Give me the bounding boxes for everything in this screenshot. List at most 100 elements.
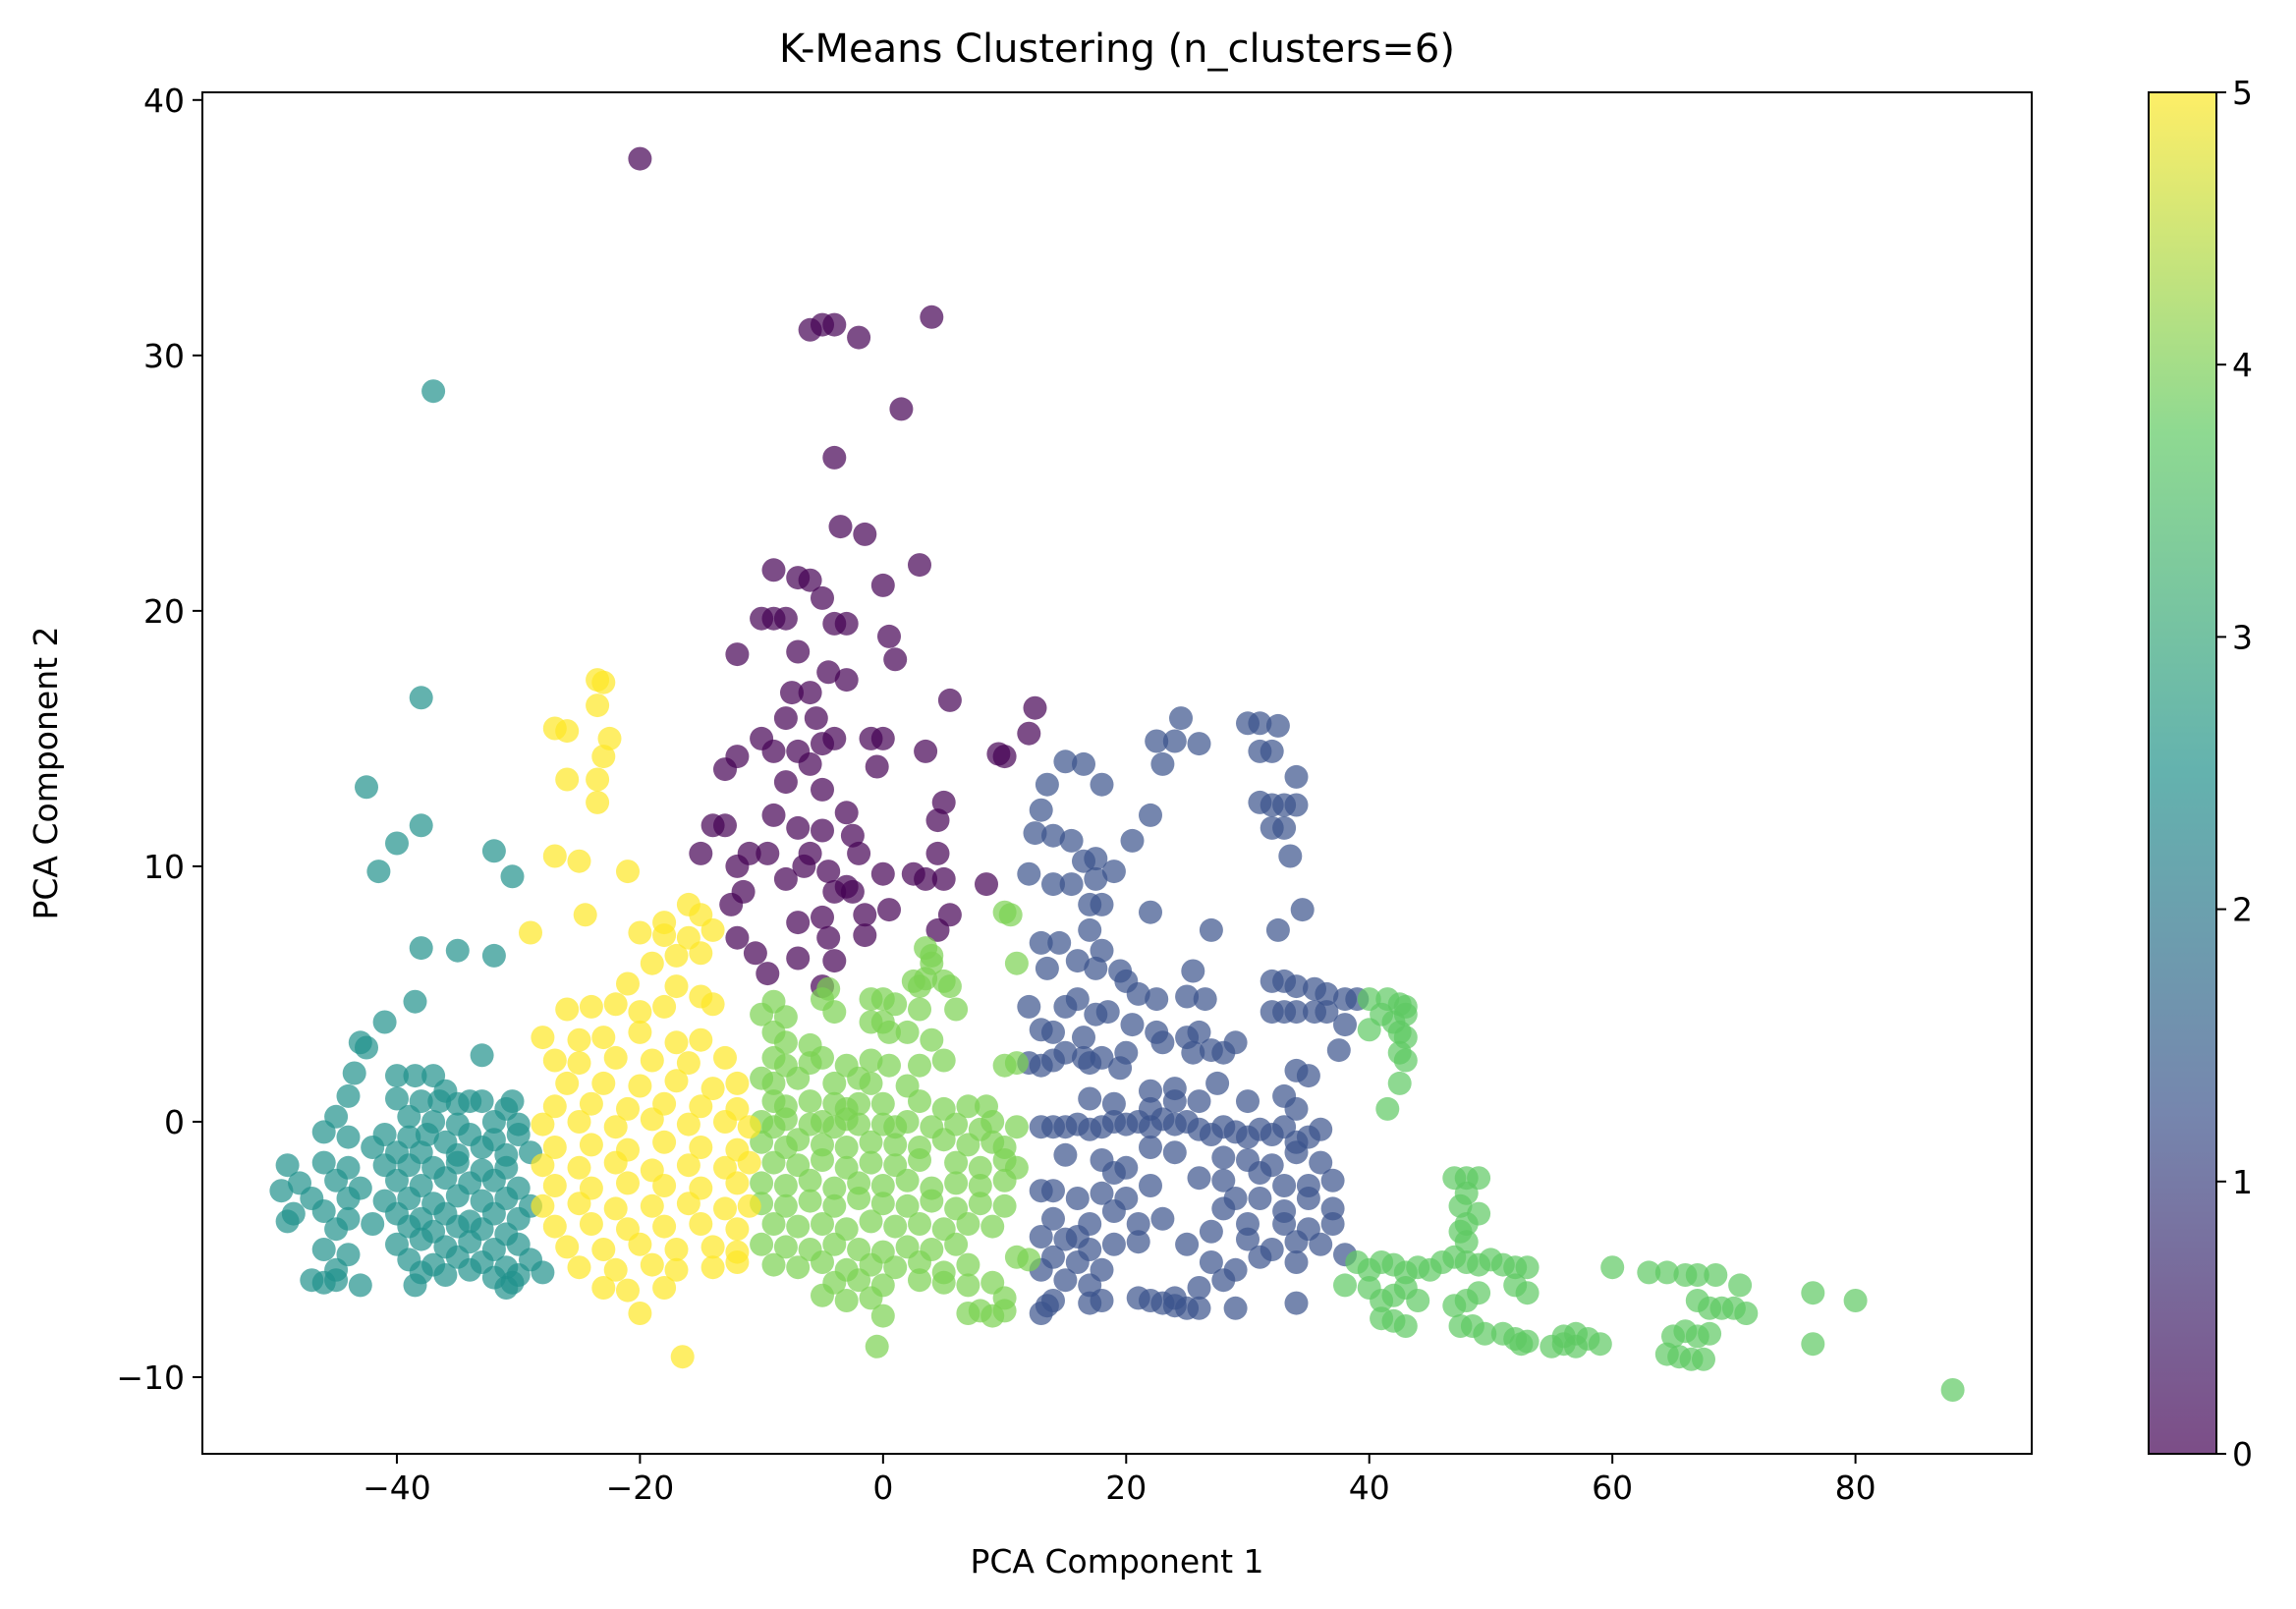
- data-point: [1211, 1145, 1236, 1170]
- data-point: [1187, 1020, 1211, 1044]
- data-point: [1120, 1013, 1145, 1037]
- data-point: [798, 1089, 822, 1114]
- data-point: [555, 767, 580, 792]
- data-point: [1175, 1232, 1200, 1256]
- data-point: [421, 379, 446, 404]
- data-point: [311, 1120, 336, 1144]
- data-point: [531, 1193, 555, 1218]
- data-point: [603, 992, 628, 1017]
- data-point: [433, 1166, 458, 1191]
- data-point: [920, 305, 944, 329]
- data-point: [1393, 1048, 1418, 1073]
- data-point: [361, 1212, 385, 1236]
- data-point: [816, 660, 841, 685]
- data-point: [1211, 1268, 1236, 1293]
- data-point: [1090, 1181, 1114, 1205]
- data-point: [1090, 892, 1114, 916]
- data-point: [1162, 1089, 1187, 1114]
- data-point: [786, 1128, 811, 1152]
- data-point: [555, 719, 580, 744]
- data-point: [385, 1064, 409, 1088]
- data-point: [883, 992, 908, 1017]
- data-point: [324, 1268, 349, 1293]
- data-point: [1145, 987, 1169, 1012]
- data-point: [937, 974, 962, 999]
- data-point: [427, 1089, 452, 1114]
- data-point: [275, 1209, 300, 1234]
- data-point: [980, 1214, 1005, 1239]
- data-point: [1053, 1227, 1078, 1251]
- data-point: [591, 1026, 616, 1050]
- data-point: [348, 1273, 372, 1298]
- data-point: [409, 686, 433, 710]
- data-point: [1090, 1289, 1114, 1312]
- data-point: [403, 1064, 427, 1088]
- data-point: [1284, 1230, 1309, 1254]
- data-point: [773, 1107, 798, 1132]
- data-point: [761, 739, 786, 763]
- data-point: [822, 1000, 847, 1025]
- data-point: [1801, 1332, 1825, 1357]
- data-point: [1004, 951, 1029, 975]
- data-point: [700, 992, 725, 1017]
- data-point: [737, 1115, 761, 1139]
- data-point: [719, 892, 744, 916]
- colorbar-tick-label: 5: [2232, 74, 2253, 112]
- data-point: [481, 839, 506, 863]
- data-point: [555, 997, 580, 1022]
- data-point: [324, 1168, 349, 1193]
- data-point: [1315, 981, 1339, 1006]
- data-point: [1139, 1174, 1162, 1197]
- data-point: [786, 911, 811, 935]
- data-point: [586, 694, 610, 718]
- data-point: [397, 1104, 421, 1129]
- data-point: [689, 1212, 713, 1236]
- data-point: [603, 1045, 628, 1070]
- data-point: [877, 1020, 901, 1044]
- data-point: [336, 1083, 361, 1108]
- data-point: [591, 1276, 616, 1300]
- data-point: [1600, 1255, 1625, 1280]
- data-point: [853, 522, 877, 546]
- data-point: [470, 1136, 494, 1159]
- data-point: [931, 866, 956, 891]
- data-point: [676, 1153, 700, 1178]
- data-point: [567, 1051, 591, 1076]
- data-point: [725, 1217, 750, 1242]
- data-point: [870, 1304, 895, 1328]
- data-point: [1072, 751, 1095, 776]
- data-point: [1029, 798, 1053, 822]
- data-point: [500, 1089, 525, 1114]
- data-point: [1296, 1187, 1320, 1210]
- colorbar-gradient: [2149, 92, 2216, 1454]
- data-point: [1211, 1196, 1236, 1221]
- data-point: [786, 1255, 811, 1280]
- data-point: [1126, 981, 1150, 1006]
- colorbar-tick-label: 2: [2232, 891, 2253, 929]
- data-point: [931, 1128, 956, 1152]
- data-point: [859, 1130, 883, 1154]
- data-point: [603, 1150, 628, 1175]
- data-point: [1387, 1071, 1412, 1095]
- data-point: [470, 1043, 494, 1068]
- data-point: [834, 1136, 859, 1159]
- data-point: [1637, 1260, 1661, 1285]
- data-point: [652, 923, 677, 948]
- data-point: [1199, 917, 1223, 942]
- data-point: [1272, 815, 1297, 840]
- data-point: [324, 1217, 349, 1242]
- data-point: [1692, 1347, 1715, 1371]
- data-point: [944, 1150, 969, 1175]
- cluster-2-points: [269, 379, 555, 1300]
- data-point: [816, 925, 841, 950]
- data-point: [1236, 1089, 1260, 1114]
- data-point: [792, 854, 816, 878]
- data-point: [567, 1027, 591, 1052]
- data-point: [1187, 1089, 1211, 1114]
- data-point: [1333, 1273, 1357, 1298]
- cluster-0-points: [628, 146, 1047, 999]
- data-point: [937, 688, 962, 712]
- data-point: [1698, 1321, 1722, 1346]
- data-point: [1053, 749, 1078, 774]
- data-point: [883, 1214, 908, 1239]
